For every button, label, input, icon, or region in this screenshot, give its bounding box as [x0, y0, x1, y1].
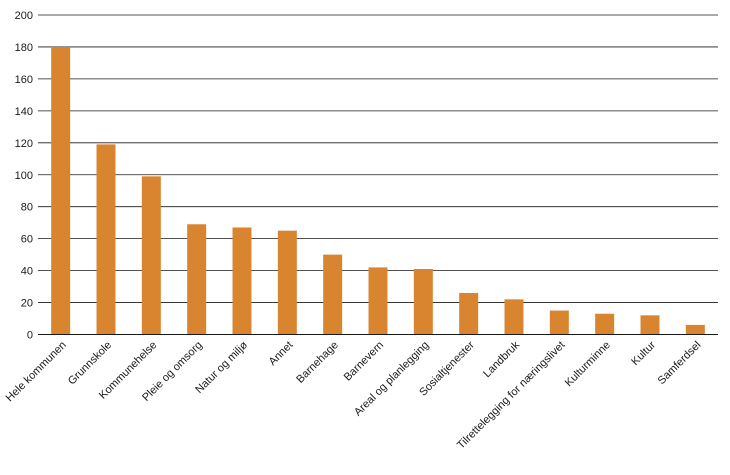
- bar: [96, 144, 116, 335]
- y-tick-label: 60: [21, 234, 33, 246]
- bar: [277, 230, 297, 335]
- y-axis-ticks: 0 20 40 60 80 100 120 140 160 180 200: [15, 10, 33, 342]
- y-tick-label: 160: [15, 74, 33, 86]
- bar: [368, 267, 388, 335]
- bars: [51, 46, 705, 335]
- x-category-label: Barnehage: [294, 339, 341, 386]
- x-category-label: Grunnskole: [66, 339, 114, 387]
- x-category-label: Annet: [267, 339, 296, 368]
- bar: [232, 227, 252, 335]
- x-category-label: Hele kommunen: [4, 339, 69, 404]
- bar: [685, 324, 705, 335]
- x-category-label: Barnevern: [342, 339, 386, 383]
- y-tick-label: 180: [15, 42, 33, 54]
- x-category-label: Samferdsel: [656, 339, 704, 387]
- y-tick-label: 200: [15, 10, 33, 22]
- bar: [595, 313, 615, 335]
- y-tick-label: 80: [21, 202, 33, 214]
- x-category-label: Kulturminne: [563, 339, 613, 389]
- bar: [413, 269, 433, 335]
- bar: [51, 46, 71, 335]
- bar: [504, 299, 524, 335]
- grid-lines: [38, 14, 718, 303]
- y-tick-label: 120: [15, 138, 33, 150]
- bar: [141, 176, 161, 335]
- bar: [640, 315, 660, 335]
- y-tick-label: 140: [15, 106, 33, 118]
- x-category-label: Areal og planlegging: [352, 339, 431, 418]
- bar: [549, 310, 569, 335]
- x-category-label: Landbruk: [481, 339, 522, 380]
- bar: [459, 292, 479, 335]
- x-axis-labels: Hele kommunenGrunnskoleKommunehelsePleie…: [4, 339, 704, 452]
- y-tick-label: 0: [27, 330, 33, 342]
- bar: [323, 254, 343, 335]
- y-tick-label: 40: [21, 266, 33, 278]
- y-tick-label: 20: [21, 298, 33, 310]
- bar: [187, 224, 207, 335]
- y-tick-label: 100: [15, 170, 33, 182]
- x-category-label: Kultur: [629, 339, 658, 368]
